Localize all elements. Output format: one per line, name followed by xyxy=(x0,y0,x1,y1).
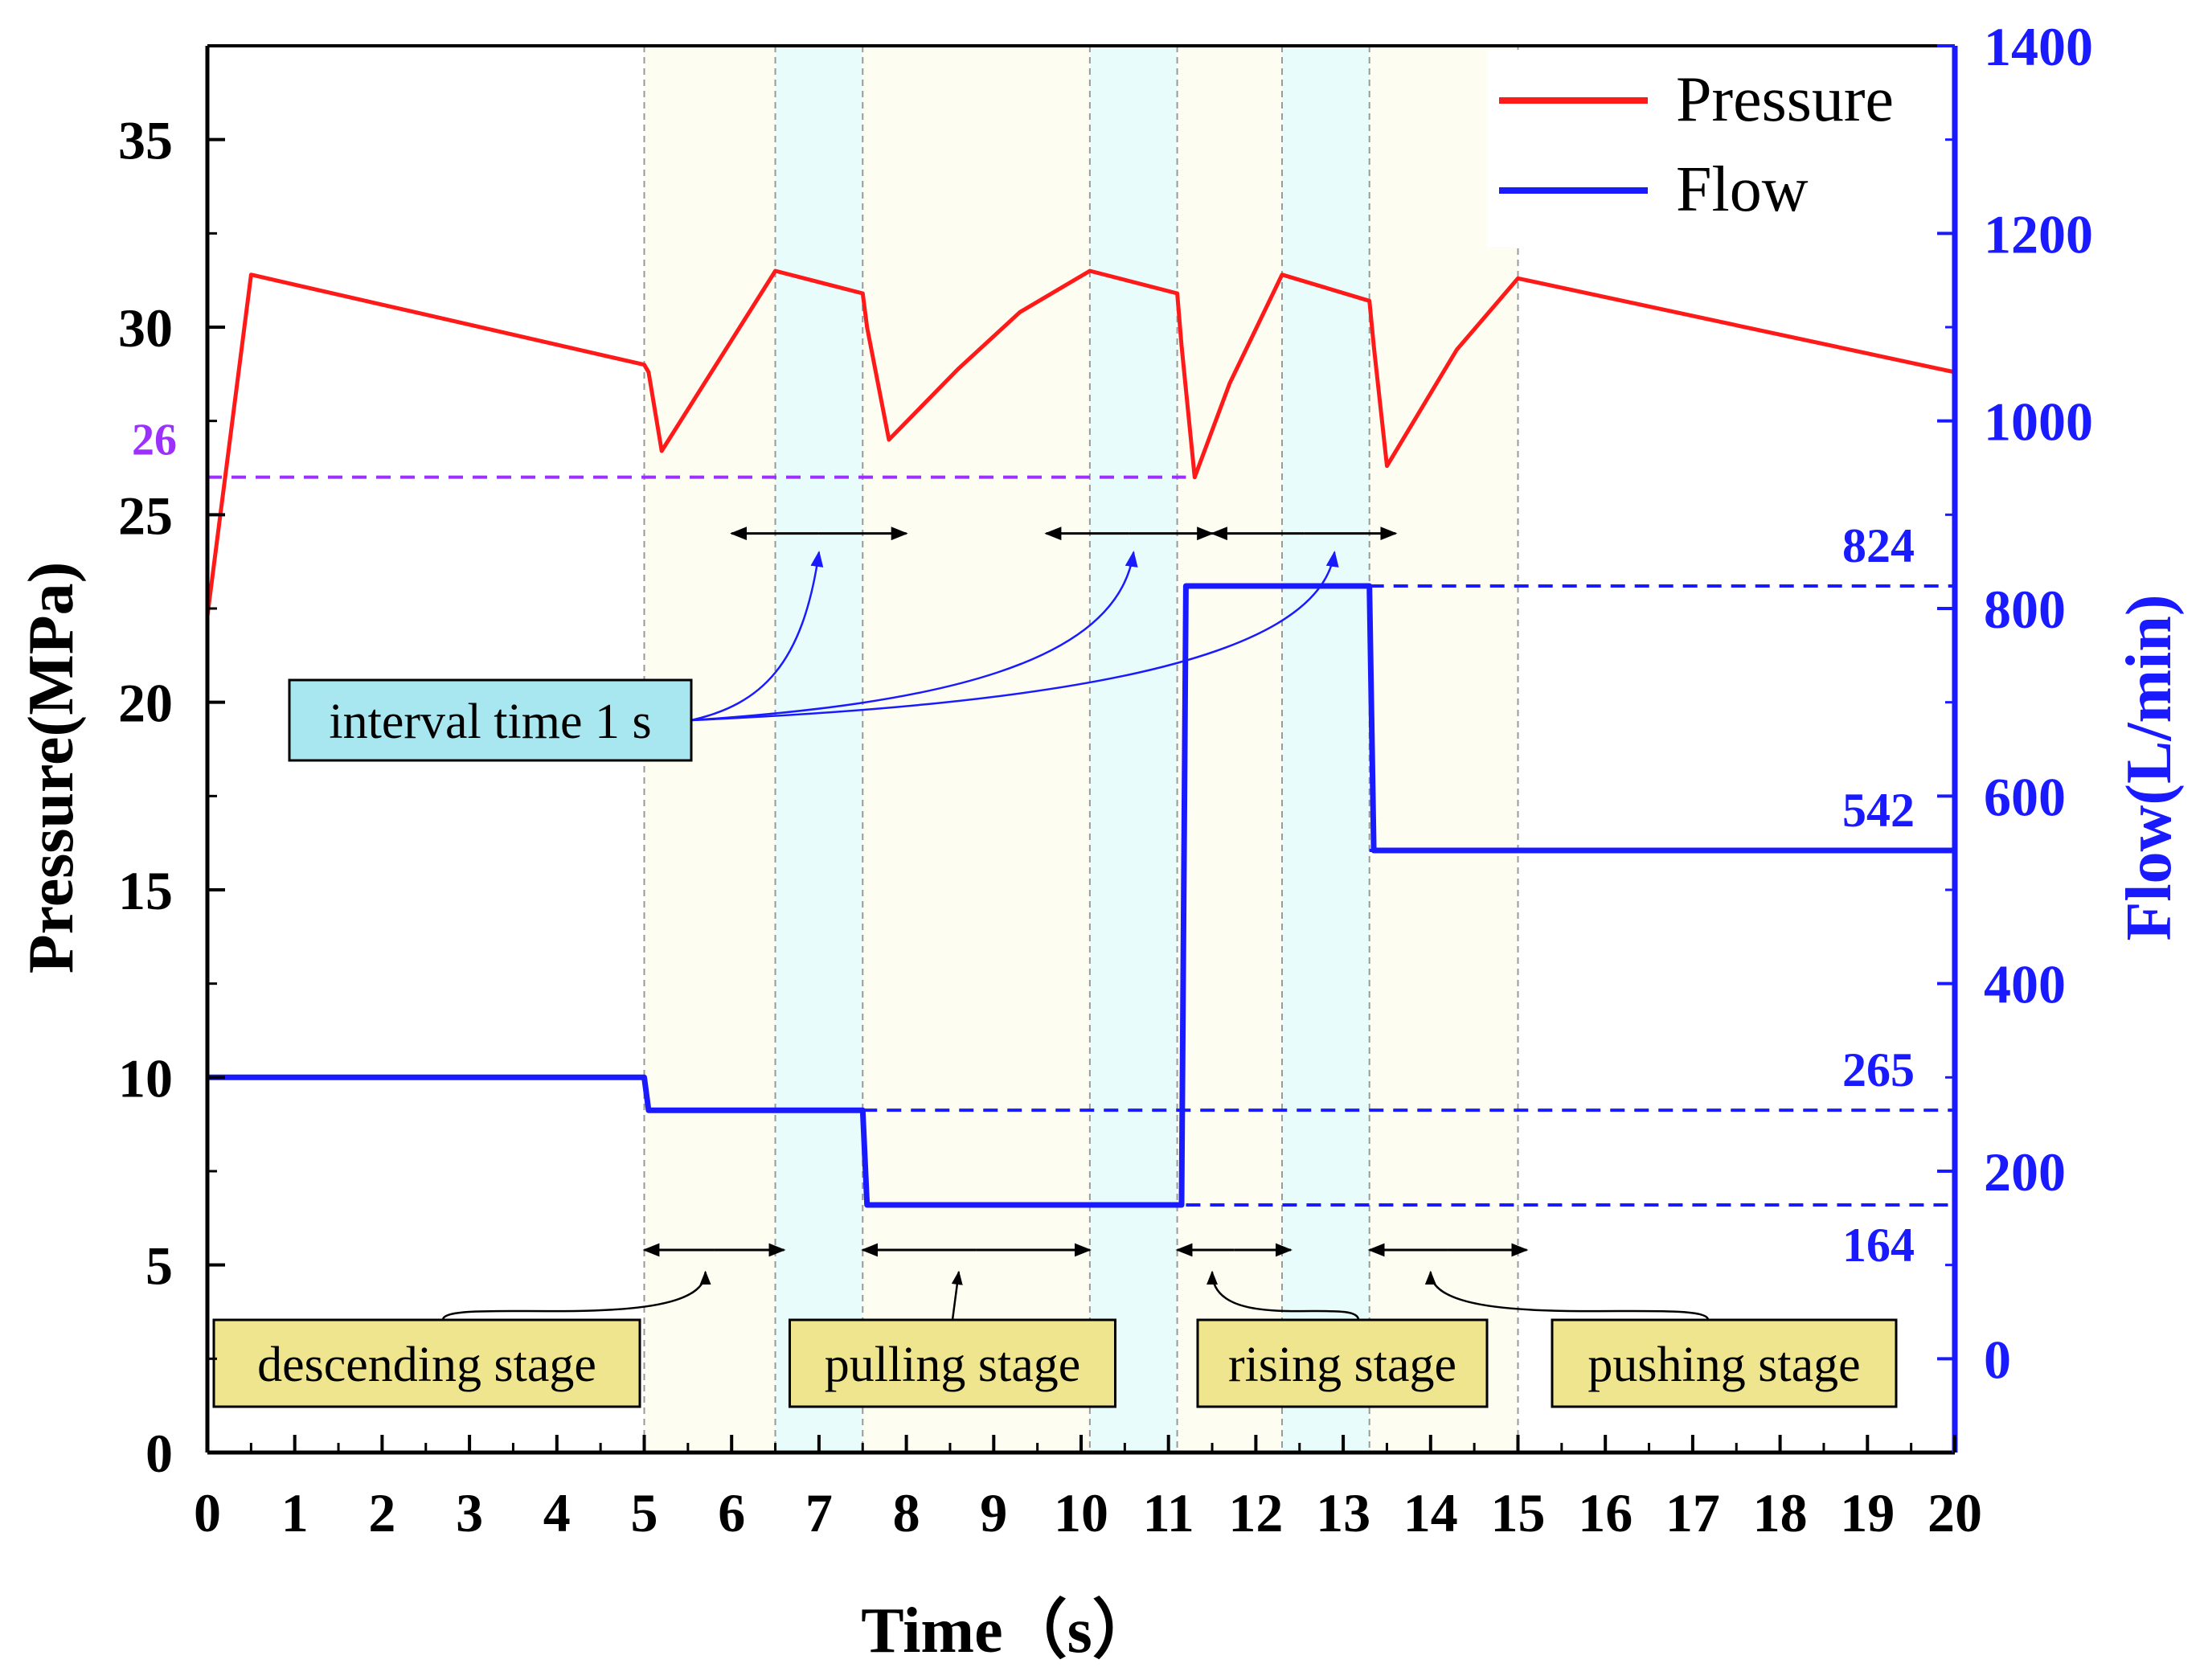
shaded-region xyxy=(1369,46,1518,1453)
shaded-region xyxy=(775,46,863,1453)
x-tick-label: 20 xyxy=(1927,1482,1982,1543)
legend: Pressure Flow xyxy=(1487,50,1937,247)
callout-curve xyxy=(1424,1270,1710,1321)
series-line-flow xyxy=(207,583,1955,1208)
x-tick-label: 0 xyxy=(194,1482,221,1543)
legend-label-flow: Flow xyxy=(1676,154,1809,225)
y-right-tick-label: 600 xyxy=(1984,766,2066,827)
y-right-tick-label: 1400 xyxy=(1984,16,2093,77)
callout-curve xyxy=(690,551,1339,722)
x-tick-label: 8 xyxy=(893,1482,920,1543)
callout-curve xyxy=(690,551,1138,722)
annotation-label: descending stage xyxy=(257,1338,596,1392)
series-line-pressure xyxy=(205,268,1956,617)
x-tick-label: 1 xyxy=(281,1482,309,1543)
annotation-box xyxy=(1551,1318,1898,1408)
reference-label: 824 xyxy=(1842,519,1915,572)
x-tick-label: 11 xyxy=(1143,1482,1194,1543)
x-tick-label: 9 xyxy=(980,1482,1007,1543)
reference-label: 164 xyxy=(1842,1219,1915,1272)
y-left-tick-label: 35 xyxy=(118,110,173,171)
shaded-region xyxy=(1177,46,1283,1453)
annotation-box xyxy=(1196,1318,1489,1408)
y-right-tick-label: 1000 xyxy=(1984,391,2093,453)
shaded-region xyxy=(1282,46,1370,1453)
y-right-tick-label: 1200 xyxy=(1984,203,2093,264)
y-left-axis-title: Pressure(MPa) xyxy=(16,562,87,973)
y-right-tick-label: 0 xyxy=(1984,1329,2011,1390)
y-right-axis-title: Flow(L/min) xyxy=(2114,594,2185,940)
callout-curves xyxy=(441,551,1710,1321)
x-tick-label: 10 xyxy=(1054,1482,1108,1543)
x-tick-label: 13 xyxy=(1316,1482,1370,1543)
span-arrows xyxy=(642,527,1529,1257)
y-right-tick-label: 800 xyxy=(1984,579,2066,640)
annotation-box xyxy=(288,678,693,762)
annotation-box xyxy=(212,1318,641,1408)
x-tick-label: 17 xyxy=(1665,1482,1720,1543)
reference-label: 26 xyxy=(132,416,177,465)
x-tick-label: 7 xyxy=(805,1482,833,1543)
annotation-label: interval time 1 s xyxy=(329,695,651,749)
y-left-tick-label: 5 xyxy=(145,1235,173,1297)
y-left-tick-label: 0 xyxy=(145,1423,173,1484)
y-right-tick-label: 200 xyxy=(1984,1141,2066,1203)
shaded-region xyxy=(1089,46,1178,1453)
callout-curve xyxy=(441,1270,711,1321)
reference-label: 542 xyxy=(1842,784,1915,837)
x-axis-title: Time（s） xyxy=(861,1596,1156,1666)
y-left-tick-label: 20 xyxy=(118,673,173,734)
callout-curve xyxy=(690,551,824,722)
callout-curve xyxy=(951,1270,963,1321)
shaded-region xyxy=(862,46,1090,1453)
annotation-box xyxy=(789,1318,1116,1408)
axes: 0 1 2 3 4 5 6 7 8 9 10 11 12 13 14 15 16 17 18 19 2005101520… xyxy=(118,16,2093,1543)
annotation-label: pushing stage xyxy=(1587,1338,1860,1392)
x-tick-label: 5 xyxy=(631,1482,658,1543)
x-tick-label: 12 xyxy=(1228,1482,1283,1543)
y-left-tick-label: 15 xyxy=(118,860,173,921)
y-left-tick-label: 10 xyxy=(118,1047,173,1108)
x-tick-label: 3 xyxy=(456,1482,483,1543)
y-left-tick-label: 30 xyxy=(118,297,173,359)
legend-background xyxy=(1487,50,1937,247)
callout-curve xyxy=(1206,1270,1360,1321)
annotation-label: pulling stage xyxy=(825,1338,1081,1392)
data-series xyxy=(205,268,1956,1208)
reference-lines: 26 824 542 265 164 xyxy=(132,416,1955,1272)
annotation-boxes: interval time 1 s descending stage pulling… xyxy=(212,678,1898,1408)
x-tick-label: 6 xyxy=(718,1482,745,1543)
x-tick-label: 18 xyxy=(1753,1482,1808,1543)
y-left-tick-label: 25 xyxy=(118,485,173,546)
reference-label: 265 xyxy=(1842,1043,1915,1096)
x-tick-label: 16 xyxy=(1578,1482,1633,1543)
x-tick-label: 2 xyxy=(368,1482,395,1543)
x-tick-label: 15 xyxy=(1491,1482,1546,1543)
x-tick-label: 14 xyxy=(1403,1482,1458,1543)
x-tick-label: 4 xyxy=(543,1482,571,1543)
y-right-tick-label: 400 xyxy=(1984,954,2066,1015)
x-tick-label: 19 xyxy=(1840,1482,1895,1543)
legend-label-pressure: Pressure xyxy=(1676,64,1894,135)
annotation-label: rising stage xyxy=(1228,1338,1456,1392)
